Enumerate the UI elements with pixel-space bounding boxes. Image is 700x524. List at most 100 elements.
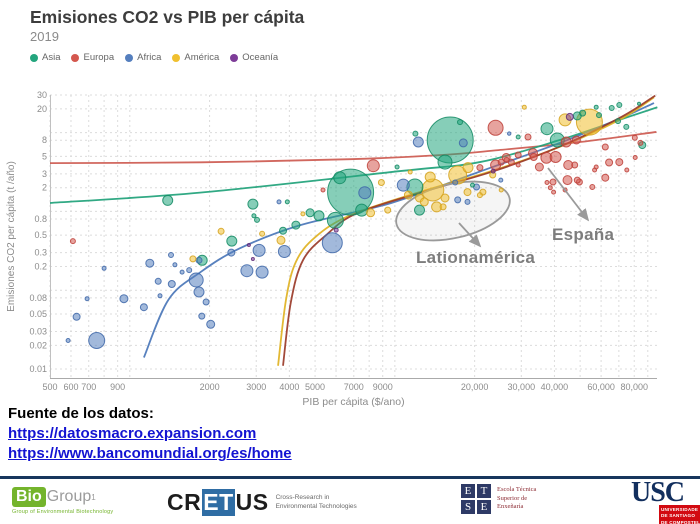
bubble-europa[interactable] (632, 155, 638, 160)
bubble-africa[interactable] (255, 265, 269, 279)
source-link-bancomundial[interactable]: https://www.bancomundial.org/es/home (8, 445, 292, 462)
bubble-asia[interactable] (637, 101, 641, 106)
bubble-américa[interactable] (300, 211, 306, 217)
bubble-europa[interactable] (320, 187, 326, 193)
bubble-europa[interactable] (549, 151, 562, 163)
bubble-africa[interactable] (396, 178, 410, 192)
bubble-africa[interactable] (202, 298, 210, 306)
bubble-africa[interactable] (186, 267, 193, 274)
bubble-américa[interactable] (439, 203, 447, 211)
bubble-europa[interactable] (514, 151, 522, 159)
bubble-africa[interactable] (188, 272, 204, 288)
source-link-datosmacro[interactable]: https://datosmacro.expansion.com (8, 425, 257, 442)
bubble-américa[interactable] (462, 162, 474, 174)
bubble-europa[interactable] (503, 157, 510, 163)
bubble-africa[interactable] (172, 262, 178, 268)
bubble-europa[interactable] (631, 134, 638, 141)
bubble-africa[interactable] (198, 312, 206, 320)
bubble-américa[interactable] (424, 171, 436, 183)
bubble-europa[interactable] (560, 136, 572, 148)
bubble-africa[interactable] (464, 198, 471, 205)
bubble-europa[interactable] (515, 162, 521, 168)
bubble-europa[interactable] (529, 153, 538, 161)
bubble-américa[interactable] (217, 227, 225, 235)
bubble-asia[interactable] (394, 164, 400, 170)
bubble-oceanía[interactable] (565, 112, 574, 121)
bubble-asia[interactable] (247, 198, 259, 210)
bubble-asia[interactable] (226, 235, 238, 247)
bubble-asia[interactable] (305, 208, 315, 218)
bubble-asia[interactable] (254, 216, 260, 223)
bubble-asia[interactable] (414, 204, 425, 216)
bubble-europa[interactable] (573, 176, 581, 184)
bubble-africa[interactable] (252, 243, 266, 257)
bubble-oceanía[interactable] (246, 243, 251, 247)
bubble-asia[interactable] (596, 112, 602, 119)
bubble-europa[interactable] (69, 238, 76, 245)
bubble-europa[interactable] (601, 143, 609, 151)
bubble-africa[interactable] (157, 293, 163, 299)
bubble-asia[interactable] (437, 154, 453, 170)
bubble-asia[interactable] (291, 220, 301, 230)
bubble-africa[interactable] (179, 269, 185, 275)
bubble-europa[interactable] (476, 164, 484, 172)
bubble-europa[interactable] (571, 161, 579, 169)
bubble-africa[interactable] (321, 232, 343, 254)
legend-item-américa[interactable]: América (172, 52, 219, 63)
bubble-europa[interactable] (366, 159, 380, 173)
bubble-asia[interactable] (412, 130, 419, 137)
bubble-europa[interactable] (562, 175, 573, 186)
bubble-africa[interactable] (65, 338, 71, 343)
bubble-asia[interactable] (355, 203, 369, 217)
bubble-africa[interactable] (276, 199, 282, 205)
bubble-américa[interactable] (476, 192, 483, 199)
bubble-asia[interactable] (313, 210, 325, 222)
bubble-américa[interactable] (377, 179, 385, 186)
bubble-africa[interactable] (101, 265, 107, 271)
bubble-europa[interactable] (544, 180, 550, 185)
bubble-américa[interactable] (521, 104, 527, 110)
bubble-asia[interactable] (284, 199, 290, 205)
bubble-africa[interactable] (167, 280, 176, 288)
bubble-africa[interactable] (358, 186, 372, 200)
bubble-africa[interactable] (88, 332, 106, 349)
bubble-europa[interactable] (593, 164, 599, 170)
bubble-europa[interactable] (524, 133, 532, 141)
bubble-europa[interactable] (497, 158, 505, 166)
bubble-africa[interactable] (119, 294, 129, 304)
bubble-oceanía[interactable] (250, 257, 255, 261)
bubble-africa[interactable] (206, 319, 216, 329)
bubble-europa[interactable] (547, 185, 553, 191)
bubble-africa[interactable] (454, 196, 462, 204)
bubble-asia[interactable] (470, 182, 475, 188)
bubble-asia[interactable] (279, 226, 287, 235)
bubble-africa[interactable] (193, 286, 205, 298)
bubble-asia[interactable] (326, 211, 344, 229)
bubble-asia[interactable] (579, 109, 587, 117)
bubble-africa[interactable] (139, 303, 148, 312)
bubble-africa[interactable] (277, 245, 291, 258)
bubble-américa[interactable] (366, 208, 376, 218)
bubble-américa[interactable] (403, 190, 413, 200)
bubble-europa[interactable] (534, 162, 544, 172)
bubble-américa[interactable] (407, 169, 413, 175)
bubble-asia[interactable] (540, 122, 554, 136)
bubble-europa[interactable] (605, 158, 614, 167)
bubble-asia[interactable] (162, 194, 174, 206)
bubble-asia[interactable] (457, 119, 463, 126)
bubble-europa[interactable] (637, 139, 644, 146)
bubble-europa[interactable] (487, 119, 504, 136)
bubble-africa[interactable] (168, 252, 174, 258)
bubble-asia[interactable] (608, 105, 615, 111)
bubble-africa[interactable] (227, 248, 236, 257)
bubble-africa[interactable] (154, 277, 162, 285)
bubble-américa[interactable] (276, 235, 286, 245)
bubble-américa[interactable] (463, 188, 472, 197)
bubble-asia[interactable] (615, 118, 621, 125)
bubble-europa[interactable] (615, 158, 624, 167)
bubble-asia[interactable] (593, 104, 599, 110)
bubble-africa[interactable] (458, 138, 468, 148)
bubble-africa[interactable] (84, 296, 90, 302)
bubble-américa[interactable] (440, 193, 450, 203)
bubble-africa[interactable] (72, 312, 81, 321)
